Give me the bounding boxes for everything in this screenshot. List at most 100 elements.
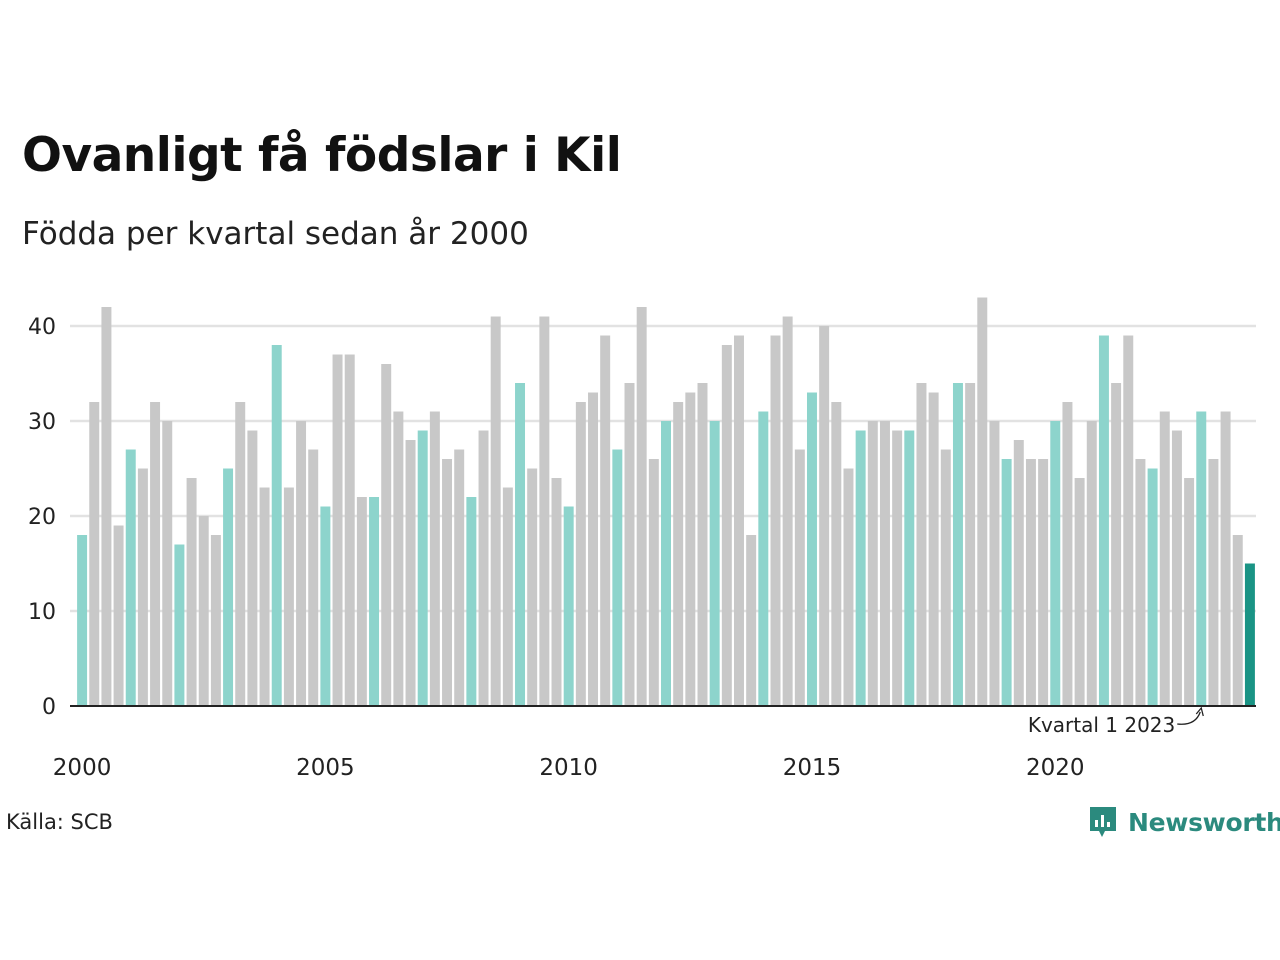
bar [283,487,294,706]
bar [588,392,598,706]
y-tick-label: 10 [28,600,56,625]
bar [417,430,428,706]
bar [697,383,708,706]
bar [879,421,890,706]
bar [210,535,221,706]
bar [125,449,136,706]
annotation-arrowhead [1195,706,1204,717]
bar [758,411,769,706]
brand-name: Newsworthy [1128,807,1280,837]
bar [466,497,477,706]
bar [952,383,963,706]
bar [624,383,635,706]
bar [1086,421,1097,706]
bar [393,411,404,706]
bar [186,478,197,706]
bar [977,297,988,706]
bar [1184,478,1195,706]
y-tick-label: 0 [42,695,56,720]
newsworthy-logo-icon [1090,807,1116,837]
bar [150,402,161,706]
bar [648,459,659,706]
bar [539,316,550,706]
x-tick-label: 2015 [783,755,842,781]
chart-title: Ovanligt få födslar i Kil [22,128,622,183]
bar [782,316,793,706]
bar [612,449,623,706]
bar [490,316,501,706]
bars [77,297,1255,706]
bar [867,421,878,706]
bar [892,430,903,706]
bar [1001,459,1012,706]
bar [478,430,489,706]
bar [77,535,88,706]
bar [794,449,805,706]
x-axis-ticks: 2000 2005 2010 2015 2020 [53,755,1085,781]
bar [454,449,465,706]
bar [162,421,173,706]
bar [89,402,100,706]
bar [563,506,574,706]
bar [1013,440,1024,706]
bar [271,345,282,706]
bar [721,345,732,706]
bar [1098,335,1109,706]
bar [198,516,209,706]
x-tick-label: 2000 [53,755,112,781]
bar [855,430,866,706]
bar [709,421,720,706]
bar [247,430,258,706]
bar [356,497,367,706]
x-tick-label: 2005 [296,755,355,781]
bar [332,354,343,706]
bar [429,411,440,706]
annotation-label: Kvartal 1 2023 [1028,713,1175,737]
bar [685,392,696,706]
bar [174,544,185,706]
bar [831,402,842,706]
bar [661,421,671,706]
bar [515,383,526,706]
bar [904,430,915,706]
bar [1232,535,1243,706]
bar [442,459,453,706]
bar-chart: 0 10 20 30 40 2000 2005 2010 2015 2020 Kvartal 1… [28,297,1256,781]
bar [734,335,744,706]
bar [746,535,757,706]
y-tick-label: 30 [28,410,56,435]
bar [502,487,513,706]
bar [673,402,684,706]
bar [1062,402,1073,706]
bar [223,468,234,706]
bar [101,307,112,706]
annotation-arrow [1177,711,1201,725]
bar [527,468,538,706]
bar [1038,459,1049,706]
bar [770,335,781,706]
bar [137,468,148,706]
bar [113,525,124,706]
y-axis-ticks: 0 10 20 30 40 [28,315,56,720]
bar [916,383,927,706]
bar [575,402,586,706]
bar [1050,421,1061,706]
bar [235,402,246,706]
bar [1244,563,1255,706]
bar [819,326,830,706]
bar [1208,459,1219,706]
annotation: Kvartal 1 2023 [1028,706,1204,737]
bar [1171,430,1182,706]
brand-logo: Newsworthy [1088,805,1280,839]
bar [965,383,976,706]
bar [928,392,939,706]
bar [259,487,270,706]
bar [636,307,647,706]
bar [405,440,416,706]
bar [940,449,951,706]
bar [843,468,854,706]
bar [1111,383,1122,706]
bar [369,497,380,706]
bar [989,421,1000,706]
bar [1025,459,1036,706]
